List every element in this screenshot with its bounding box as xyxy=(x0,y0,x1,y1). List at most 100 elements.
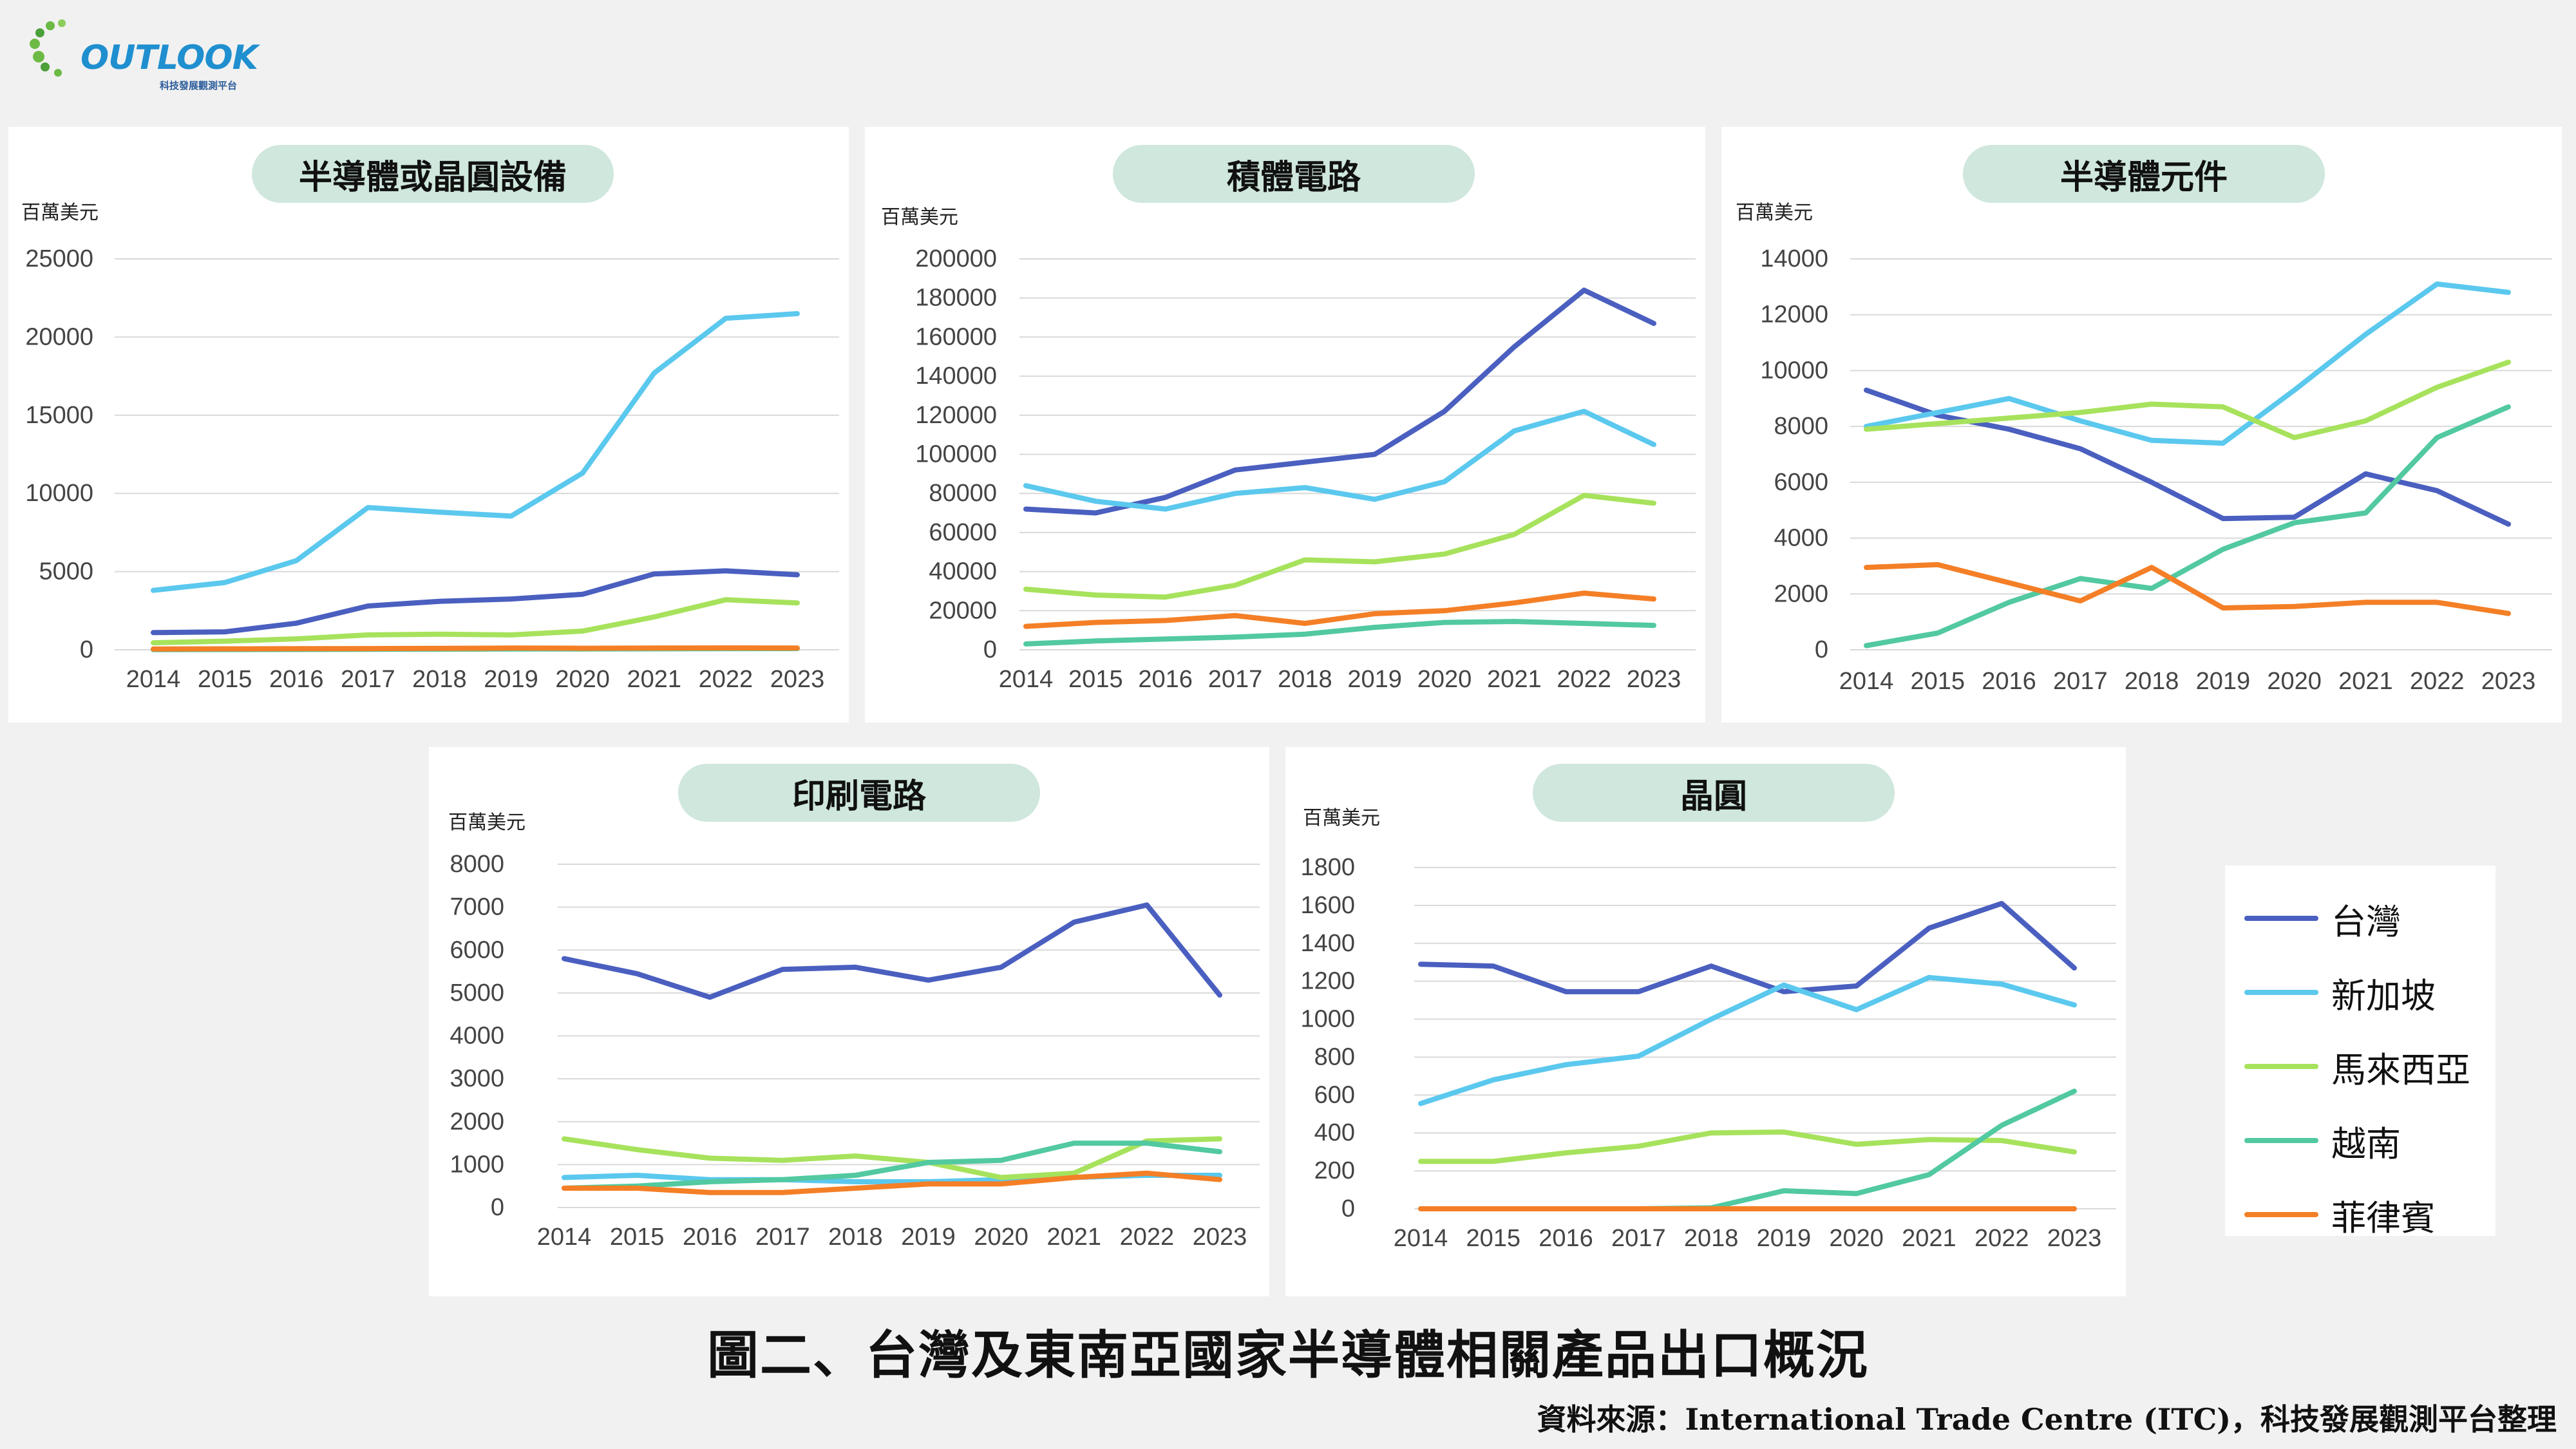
x-tick-label: 2020 xyxy=(2267,668,2322,695)
x-tick-label: 2015 xyxy=(198,666,252,693)
series-line-馬來西亞 xyxy=(1023,493,1656,600)
y-tick-label: 200000 xyxy=(915,245,997,272)
x-tick-label: 2017 xyxy=(2053,668,2108,695)
x-tick-label: 2019 xyxy=(2196,668,2251,695)
y-tick-label: 10000 xyxy=(1760,357,1828,384)
y-tick-label: 0 xyxy=(1815,636,1828,663)
x-tick-label: 2014 xyxy=(1394,1225,1448,1252)
legend-label: 菲律賓 xyxy=(2331,1197,2436,1238)
legend-swatch xyxy=(2244,1138,2318,1143)
chart-title: 半導體或晶圓設備 xyxy=(252,145,614,203)
x-tick-label: 2018 xyxy=(1278,666,1332,693)
series-line-馬來西亞 xyxy=(562,1136,1222,1180)
x-tick-label: 2014 xyxy=(537,1224,592,1251)
y-tick-label: 200 xyxy=(1314,1157,1355,1184)
y-unit-label: 百萬美元 xyxy=(881,206,958,229)
logo-mark-icon xyxy=(30,19,66,77)
x-tick-label: 2016 xyxy=(683,1224,737,1251)
chart-title: 半導體元件 xyxy=(1963,145,2325,203)
y-tick-label: 1000 xyxy=(1300,1006,1355,1033)
x-tick-label: 2014 xyxy=(999,666,1054,693)
logo-text: OUTLOOK xyxy=(80,39,258,77)
y-tick-label: 6000 xyxy=(450,936,504,963)
x-tick-label: 2022 xyxy=(1120,1224,1175,1251)
x-tick-label: 2016 xyxy=(1539,1225,1593,1252)
x-tick-label: 2016 xyxy=(269,666,324,693)
x-tick-label: 2017 xyxy=(1611,1225,1666,1252)
y-tick-label: 20000 xyxy=(25,323,93,350)
y-tick-label: 600 xyxy=(1314,1081,1355,1108)
y-tick-label: 1800 xyxy=(1300,854,1355,881)
y-tick-label: 100000 xyxy=(915,441,997,468)
x-tick-label: 2014 xyxy=(1839,668,1894,695)
x-tick-label: 2017 xyxy=(755,1224,810,1251)
line-chart: 0 20000 40000 60000 80000 100000 120000 140000 1… xyxy=(915,245,1696,693)
x-tick-label: 2017 xyxy=(341,666,395,693)
series-line-新加坡 xyxy=(1418,974,2077,1106)
x-tick-label: 2017 xyxy=(1208,666,1263,693)
y-unit-label: 百萬美元 xyxy=(448,811,526,834)
series-line-新加坡 xyxy=(1023,408,1656,512)
series-line-菲律賓 xyxy=(562,1170,1222,1195)
legend-label: 馬來西亞 xyxy=(2331,1049,2470,1090)
series-line-越南 xyxy=(1418,1088,2077,1211)
legend-label: 台灣 xyxy=(2331,901,2401,942)
chart-legend: 台灣 新加坡 馬來西亞 越南 菲律賓 xyxy=(2225,866,2496,1238)
x-tick-label: 2021 xyxy=(1047,1224,1102,1251)
y-tick-label: 12000 xyxy=(1760,301,1828,328)
x-tick-label: 2022 xyxy=(1557,666,1611,693)
y-unit-label: 百萬美元 xyxy=(21,202,99,224)
legend-label: 新加坡 xyxy=(2331,975,2436,1016)
legend-label: 越南 xyxy=(2331,1123,2401,1164)
chart-panel-equipment: 半導體或晶圓設備 百萬美元 0 5000 10000 15000 20000 25000 2… xyxy=(8,127,849,723)
x-tick-label: 2019 xyxy=(484,666,538,693)
y-tick-label: 1000 xyxy=(450,1151,504,1178)
y-unit-label: 百萬美元 xyxy=(1736,202,1813,224)
series-line-菲律賓 xyxy=(1864,562,2511,616)
legend-item-philippines: 菲律賓 xyxy=(2244,1195,2436,1238)
x-tick-label: 2021 xyxy=(1902,1225,1956,1252)
logo-subtitle: 科技發展觀測平台 xyxy=(160,80,238,91)
line-chart: 0 200 400 600 800 1000 1200 1400 1600 1800 2014 201… xyxy=(1300,854,2116,1252)
y-tick-label: 2000 xyxy=(1774,580,1828,607)
chart-title: 印刷電路 xyxy=(678,764,1040,822)
x-tick-label: 2023 xyxy=(1627,666,1681,693)
x-tick-label: 2021 xyxy=(2338,668,2393,695)
x-tick-label: 2020 xyxy=(974,1224,1028,1251)
y-tick-label: 80000 xyxy=(929,480,997,507)
line-chart: 0 2000 4000 6000 8000 10000 12000 14000 2014 2015… xyxy=(1760,245,2552,695)
series-line-菲律賓 xyxy=(151,645,800,652)
source-note: 資料來源：International Trade Centre (ITC)，科技… xyxy=(1537,1402,2557,1437)
x-tick-label: 2018 xyxy=(1684,1225,1739,1252)
chart-title: 晶圓 xyxy=(1533,764,1895,822)
x-tick-label: 2015 xyxy=(610,1224,665,1251)
series-line-台灣 xyxy=(1023,287,1656,516)
figure-title: 圖二、台灣及東南亞國家半導體相關產品出口概況 xyxy=(707,1325,1869,1385)
y-tick-label: 2000 xyxy=(450,1108,504,1135)
legend-swatch xyxy=(2244,1064,2318,1069)
x-tick-label: 2016 xyxy=(1982,668,2036,695)
y-tick-label: 160000 xyxy=(915,323,997,350)
x-tick-label: 2020 xyxy=(1417,666,1472,693)
chart-panel-wafer: 晶圓 百萬美元 0 200 400 600 800 1000 1200 1400 1600 180… xyxy=(1285,747,2126,1296)
y-tick-label: 5000 xyxy=(450,980,504,1007)
legend-item-singapore: 新加坡 xyxy=(2244,973,2436,1016)
y-tick-label: 15000 xyxy=(25,402,93,429)
x-tick-label: 2019 xyxy=(901,1224,956,1251)
y-tick-label: 1400 xyxy=(1300,930,1355,957)
y-tick-label: 4000 xyxy=(1774,525,1828,552)
y-tick-label: 4000 xyxy=(450,1023,504,1050)
y-tick-label: 400 xyxy=(1314,1119,1355,1146)
legend-swatch xyxy=(2244,1212,2318,1217)
y-unit-label: 百萬美元 xyxy=(1303,807,1380,829)
series-line-馬來西亞 xyxy=(1418,1129,2077,1164)
y-tick-label: 40000 xyxy=(929,558,997,585)
series-line-新加坡 xyxy=(151,311,800,593)
x-tick-label: 2021 xyxy=(1487,666,1542,693)
x-tick-label: 2018 xyxy=(412,666,467,693)
x-tick-label: 2019 xyxy=(1757,1225,1812,1252)
x-tick-label: 2022 xyxy=(2410,668,2465,695)
series-line-台灣 xyxy=(1418,900,2077,994)
series-line-台灣 xyxy=(1864,387,2511,527)
y-tick-label: 6000 xyxy=(1774,469,1828,496)
